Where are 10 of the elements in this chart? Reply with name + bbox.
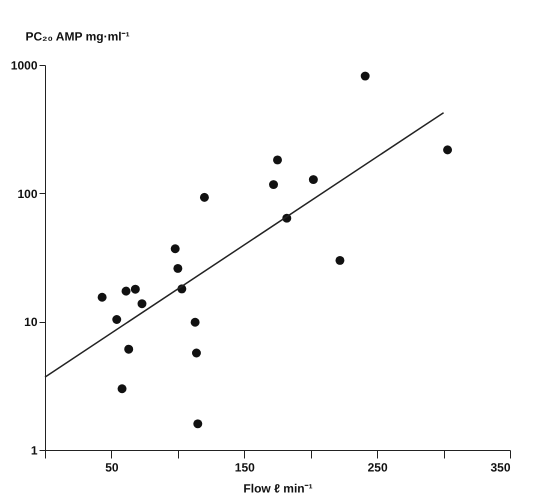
y-tick-label: 1000 [10,58,38,72]
y-tick-label: 100 [17,186,38,201]
y-tick-label: 10 [24,315,38,330]
x-tick-label: 50 [105,460,119,474]
y-axis-title: PC₂₀ AMP mg·ml⁻¹ [26,30,130,44]
y-tick-label: 1 [30,444,38,458]
x-tick-label: 250 [368,460,388,474]
x-axis-title: Flow ℓ min⁻¹ [243,482,313,496]
x-tick-label: 150 [234,460,256,474]
x-tick-label: 350 [490,460,511,474]
